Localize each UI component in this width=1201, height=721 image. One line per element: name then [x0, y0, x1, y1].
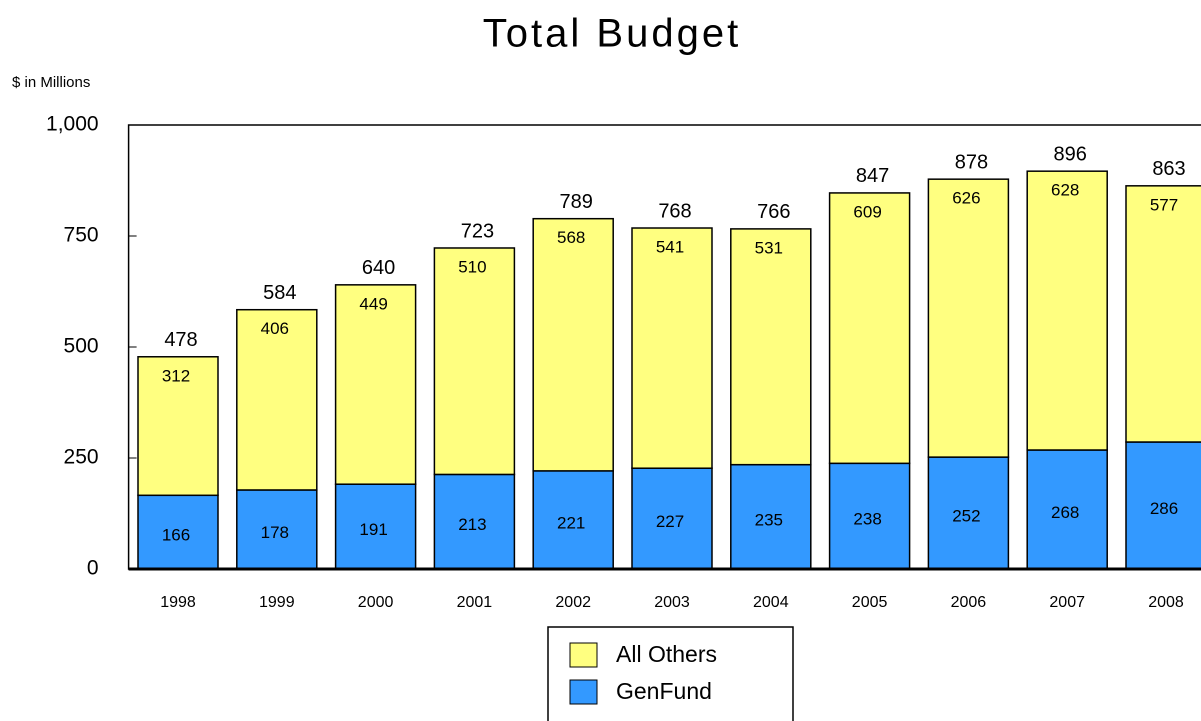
x-tick-label: 2007 [1049, 594, 1085, 611]
total-label: 847 [856, 165, 889, 187]
y-tick-label: 750 [64, 224, 99, 247]
segment-label: 166 [162, 526, 190, 545]
bar-segment [1026, 449, 1108, 570]
total-label: 878 [955, 151, 988, 173]
segment-label: 191 [359, 520, 387, 539]
y-tick-label: 250 [64, 446, 99, 469]
y-axis-label: $ in Millions [12, 74, 90, 91]
bar-segment [927, 178, 1010, 458]
segment-label: 213 [458, 515, 486, 534]
y-tick-label: 0 [87, 557, 99, 580]
x-tick-label: 2005 [852, 594, 888, 611]
bar-segment [433, 473, 516, 570]
total-label: 789 [560, 191, 593, 213]
segment-label: 626 [952, 189, 980, 208]
segment-label: 568 [557, 228, 585, 247]
x-tick-label: 2003 [654, 594, 690, 611]
bar-segment [334, 284, 417, 485]
total-label: 766 [757, 201, 790, 223]
bar-segment [828, 462, 911, 570]
segment-label: 286 [1150, 499, 1178, 518]
chart-title: Total Budget [483, 12, 741, 56]
total-label: 863 [1152, 158, 1185, 180]
bar-segment [631, 227, 713, 469]
x-tick-label: 2004 [753, 594, 789, 611]
bar-segment [137, 356, 219, 497]
segment-label: 628 [1051, 181, 1079, 200]
bar-segment [1125, 185, 1201, 443]
x-tick-label: 2000 [358, 594, 394, 611]
segment-label: 531 [755, 238, 783, 257]
segment-label: 577 [1150, 195, 1178, 214]
segment-label: 510 [458, 257, 486, 276]
bar-segment [433, 247, 516, 476]
y-tick-label: 500 [64, 335, 99, 358]
x-tick-label: 2006 [951, 594, 987, 611]
legend-label: GenFund [616, 678, 712, 704]
bar-segment [532, 217, 614, 472]
segment-label: 541 [656, 237, 684, 256]
segment-label: 268 [1051, 503, 1079, 522]
legend-swatch [569, 679, 598, 705]
total-label: 584 [263, 282, 296, 304]
x-tick-label: 1999 [259, 594, 295, 611]
legend-label: All Others [616, 641, 717, 667]
total-label: 723 [461, 220, 494, 242]
total-label: 640 [362, 257, 395, 279]
segment-label: 221 [557, 513, 585, 532]
x-tick-label: 2002 [555, 594, 591, 611]
total-label: 896 [1054, 143, 1087, 165]
total-label: 768 [658, 200, 691, 222]
bar-segment [236, 489, 318, 570]
x-tick-label: 2008 [1148, 594, 1184, 611]
segment-label: 227 [656, 512, 684, 531]
segment-label: 609 [853, 202, 881, 221]
segment-label: 252 [952, 507, 980, 526]
bar-segment [828, 192, 911, 465]
bar-segment [334, 483, 417, 570]
bar-segment [1026, 170, 1108, 451]
legend-swatch [569, 642, 598, 668]
segment-label: 312 [162, 366, 190, 385]
bar-segment [730, 228, 812, 466]
y-tick-label: 1,000 [46, 113, 99, 136]
segment-label: 449 [359, 294, 387, 313]
x-tick-label: 2001 [457, 594, 493, 611]
segment-label: 238 [853, 510, 881, 529]
bar-segment [236, 308, 318, 491]
total-label: 478 [164, 329, 197, 351]
segment-label: 235 [755, 510, 783, 529]
x-tick-label: 1998 [160, 594, 196, 611]
segment-label: 406 [261, 319, 289, 338]
segment-label: 178 [261, 523, 289, 542]
bar-segment [532, 470, 614, 570]
bar-segment [927, 456, 1010, 570]
bar-segment [1125, 441, 1201, 570]
bar-segment [631, 467, 713, 570]
